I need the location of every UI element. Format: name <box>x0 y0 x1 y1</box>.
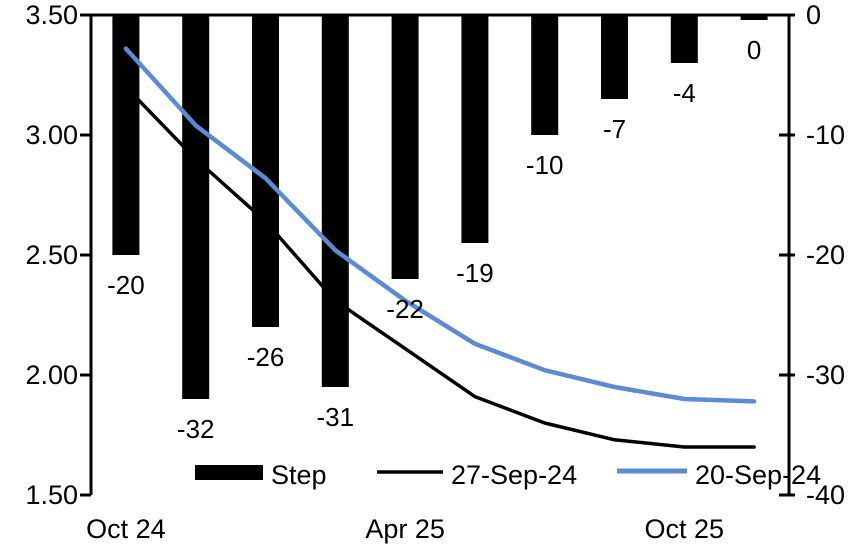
step-bar-label: -20 <box>107 270 145 300</box>
left-axis-tick-label: 3.50 <box>25 0 78 30</box>
legend-swatch-step <box>195 465 263 480</box>
line-20-sep-24 <box>123 46 757 404</box>
left-axis-tick-label: 1.50 <box>25 480 78 510</box>
step-bar <box>182 16 210 399</box>
step-bar-label: -32 <box>177 414 215 444</box>
left-axis-tick-label: 3.00 <box>25 120 78 150</box>
step-bar-label: -4 <box>673 78 696 108</box>
step-bar-label: 0 <box>747 35 761 65</box>
legend-label-27-sep-24: 27-Sep-24 <box>451 460 577 490</box>
left-axis-tick-label: 2.50 <box>25 240 78 270</box>
legend-label-20-sep-24: 20-Sep-24 <box>695 460 821 490</box>
left-axis-tick-label: 2.00 <box>25 360 78 390</box>
x-axis-label: Oct 25 <box>645 514 725 544</box>
step-bar <box>601 16 628 99</box>
step-bar-label: -31 <box>317 402 355 432</box>
step-bar-label: -26 <box>247 342 285 372</box>
legend-label-step: Step <box>271 460 327 490</box>
step-bar-label: -7 <box>603 114 626 144</box>
step-bar-label: -10 <box>526 150 564 180</box>
right-axis-tick-label: -10 <box>806 120 845 150</box>
step-bar <box>670 16 698 63</box>
step-bar-label: -19 <box>456 258 494 288</box>
step-bar <box>740 16 768 20</box>
step-bar <box>321 16 349 387</box>
right-axis-tick-label: -40 <box>806 480 845 510</box>
step-bar <box>391 16 419 279</box>
step-bar-label: -22 <box>386 294 424 324</box>
line-27-sep-24 <box>124 85 756 449</box>
step-bar <box>461 16 489 243</box>
x-axis-label: Oct 24 <box>86 514 166 544</box>
right-axis-tick-label: -20 <box>806 240 845 270</box>
right-axis-tick-label: 0 <box>806 0 821 30</box>
step-bar <box>531 16 559 135</box>
x-axis-label: Apr 25 <box>365 514 445 544</box>
right-axis-tick-label: -30 <box>806 360 845 390</box>
